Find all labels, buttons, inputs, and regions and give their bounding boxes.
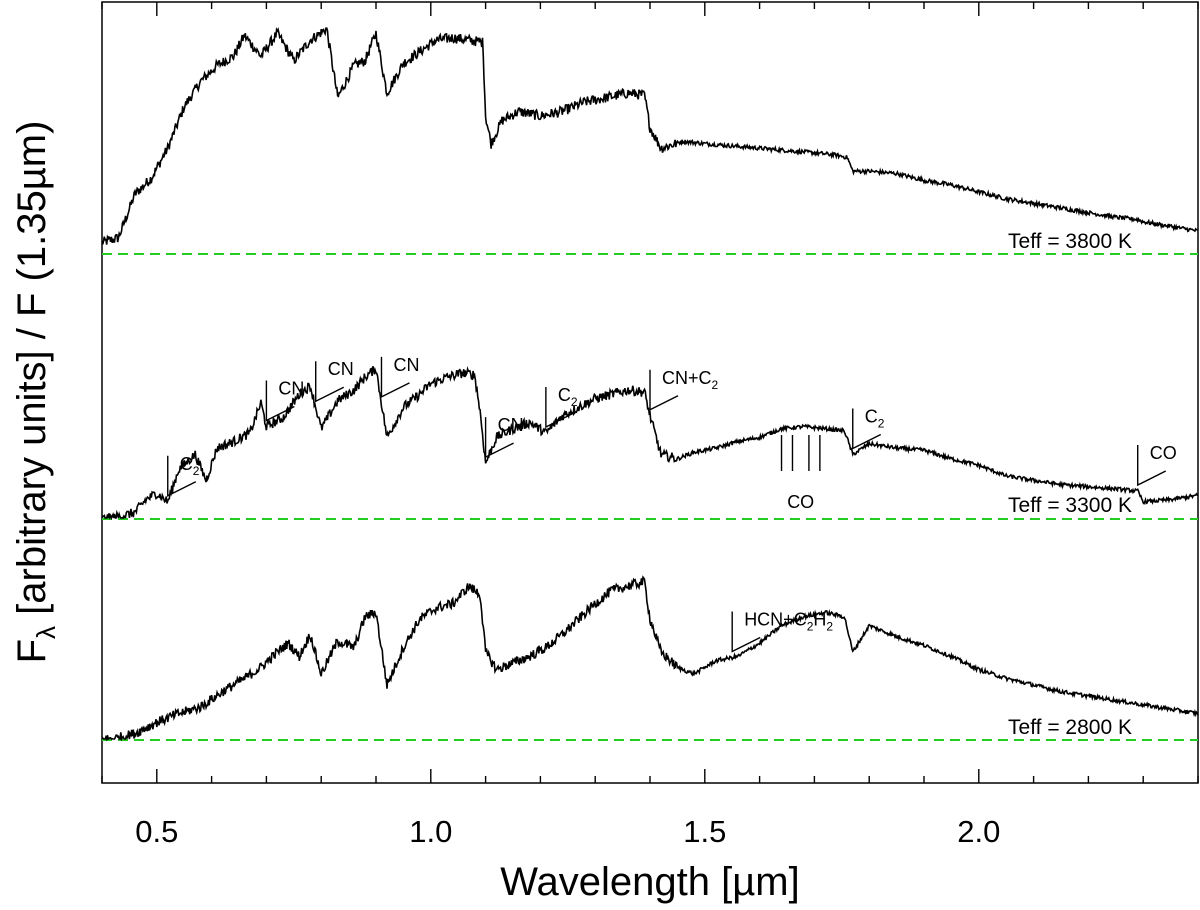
annotation-label: CO (1150, 443, 1177, 463)
teff-label-2: Teff = 2800 K (1008, 716, 1132, 739)
annotation-bracket (852, 408, 882, 450)
annotation-8: CO (1137, 443, 1177, 487)
annotation-bracket (265, 380, 295, 422)
annotation-4: CN (484, 415, 524, 459)
annotation-bracket (380, 356, 410, 399)
annotation-label: C2 (558, 385, 578, 409)
spectrum-series-2 (101, 575, 1199, 742)
teff-label-1: Teff = 3300 K (1008, 494, 1132, 517)
annotation-2: CN (315, 359, 354, 403)
annotation-label: C2 (865, 407, 885, 431)
annotation-bracket (315, 361, 345, 403)
x-tick-label: 1.5 (683, 814, 726, 849)
annotations: C2 CN CN CN CN C2 CN+C2 C2 CO HCN+C2H2 (167, 355, 1177, 653)
x-tick-label: 1.0 (409, 814, 452, 849)
annotation-label: CN (328, 359, 354, 379)
annotation-label: CN (393, 355, 419, 375)
x-axis-title: Wavelength [µm] (500, 860, 799, 904)
teff-label-0: Teff = 3800 K (1008, 230, 1132, 253)
annotation-bracket (649, 369, 679, 411)
annotation-bracket (167, 455, 197, 497)
spectrum-series-1 (101, 365, 1199, 521)
annotation-3: CN (380, 355, 419, 399)
x-axis-ticks: 0.5 1.0 1.5 2.0 (101, 2, 1199, 849)
spectrum-series-0 (101, 26, 1199, 245)
x-tick-label: 0.5 (135, 814, 178, 849)
annotation-bracket (484, 417, 514, 459)
annotation-5: C2 (545, 385, 578, 429)
annotation-6: CN+C2 (649, 368, 719, 411)
x-tick-label: 2.0 (957, 814, 1000, 849)
annotation-label: CN (278, 379, 304, 399)
co-band-label: CO (787, 492, 814, 512)
annotation-bracket (545, 387, 575, 429)
baselines (102, 253, 1198, 741)
annotation-label: CN (498, 415, 524, 435)
annotation-1: CN (265, 379, 304, 422)
annotation-label: C2 (180, 454, 200, 478)
co-band-marker: CO (780, 435, 821, 512)
annotation-bracket (1137, 445, 1167, 487)
spectra-lines (101, 26, 1199, 742)
annotation-label: CN+C2 (662, 368, 719, 392)
annotation-7: C2 (852, 407, 885, 450)
annotation-bracket (731, 611, 761, 653)
annotation-label: HCN+C2H2 (744, 610, 833, 634)
teff-labels: Teff = 3800 K Teff = 3300 K Teff = 2800 K (1008, 230, 1132, 739)
annotation-9: HCN+C2H2 (731, 610, 833, 653)
y-axis-title: Fλ [arbitrary units] / F (1.35µm) (10, 121, 61, 664)
annotation-0: C2 (167, 454, 200, 497)
